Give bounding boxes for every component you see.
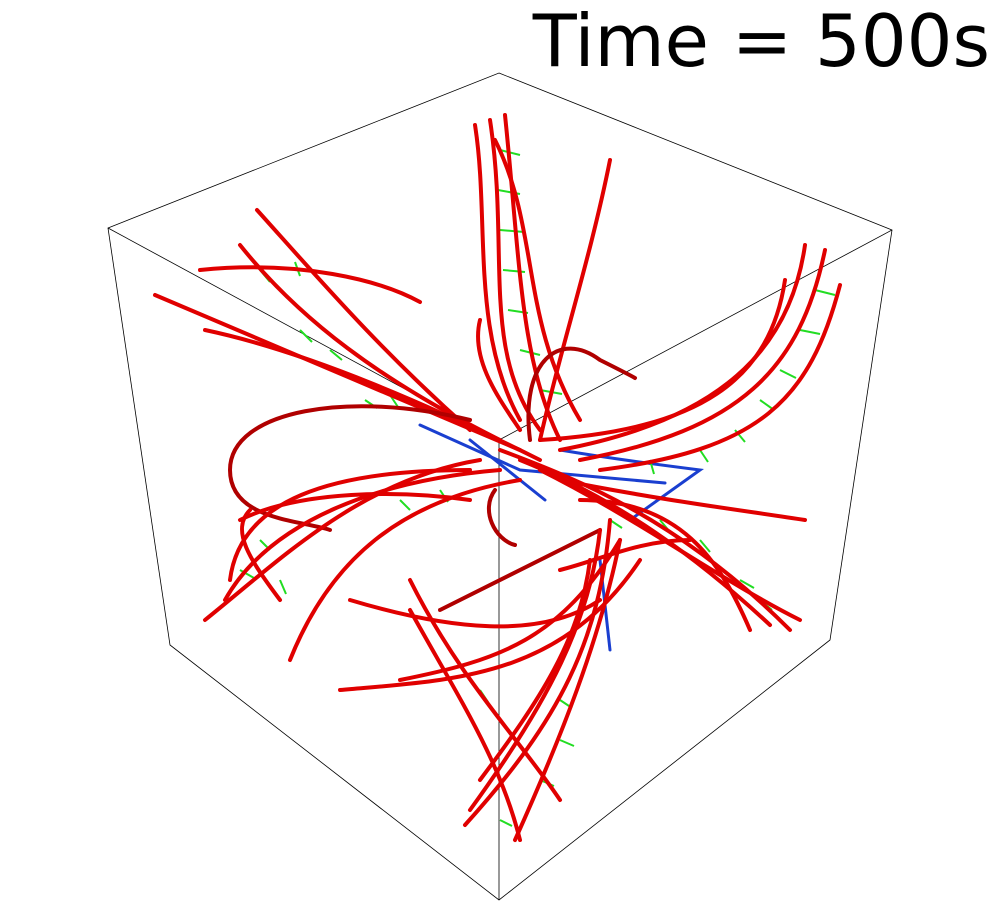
crosslinks: [239, 149, 836, 827]
red-filaments: [153, 113, 842, 842]
time-label: Time = 500s: [532, 0, 990, 83]
